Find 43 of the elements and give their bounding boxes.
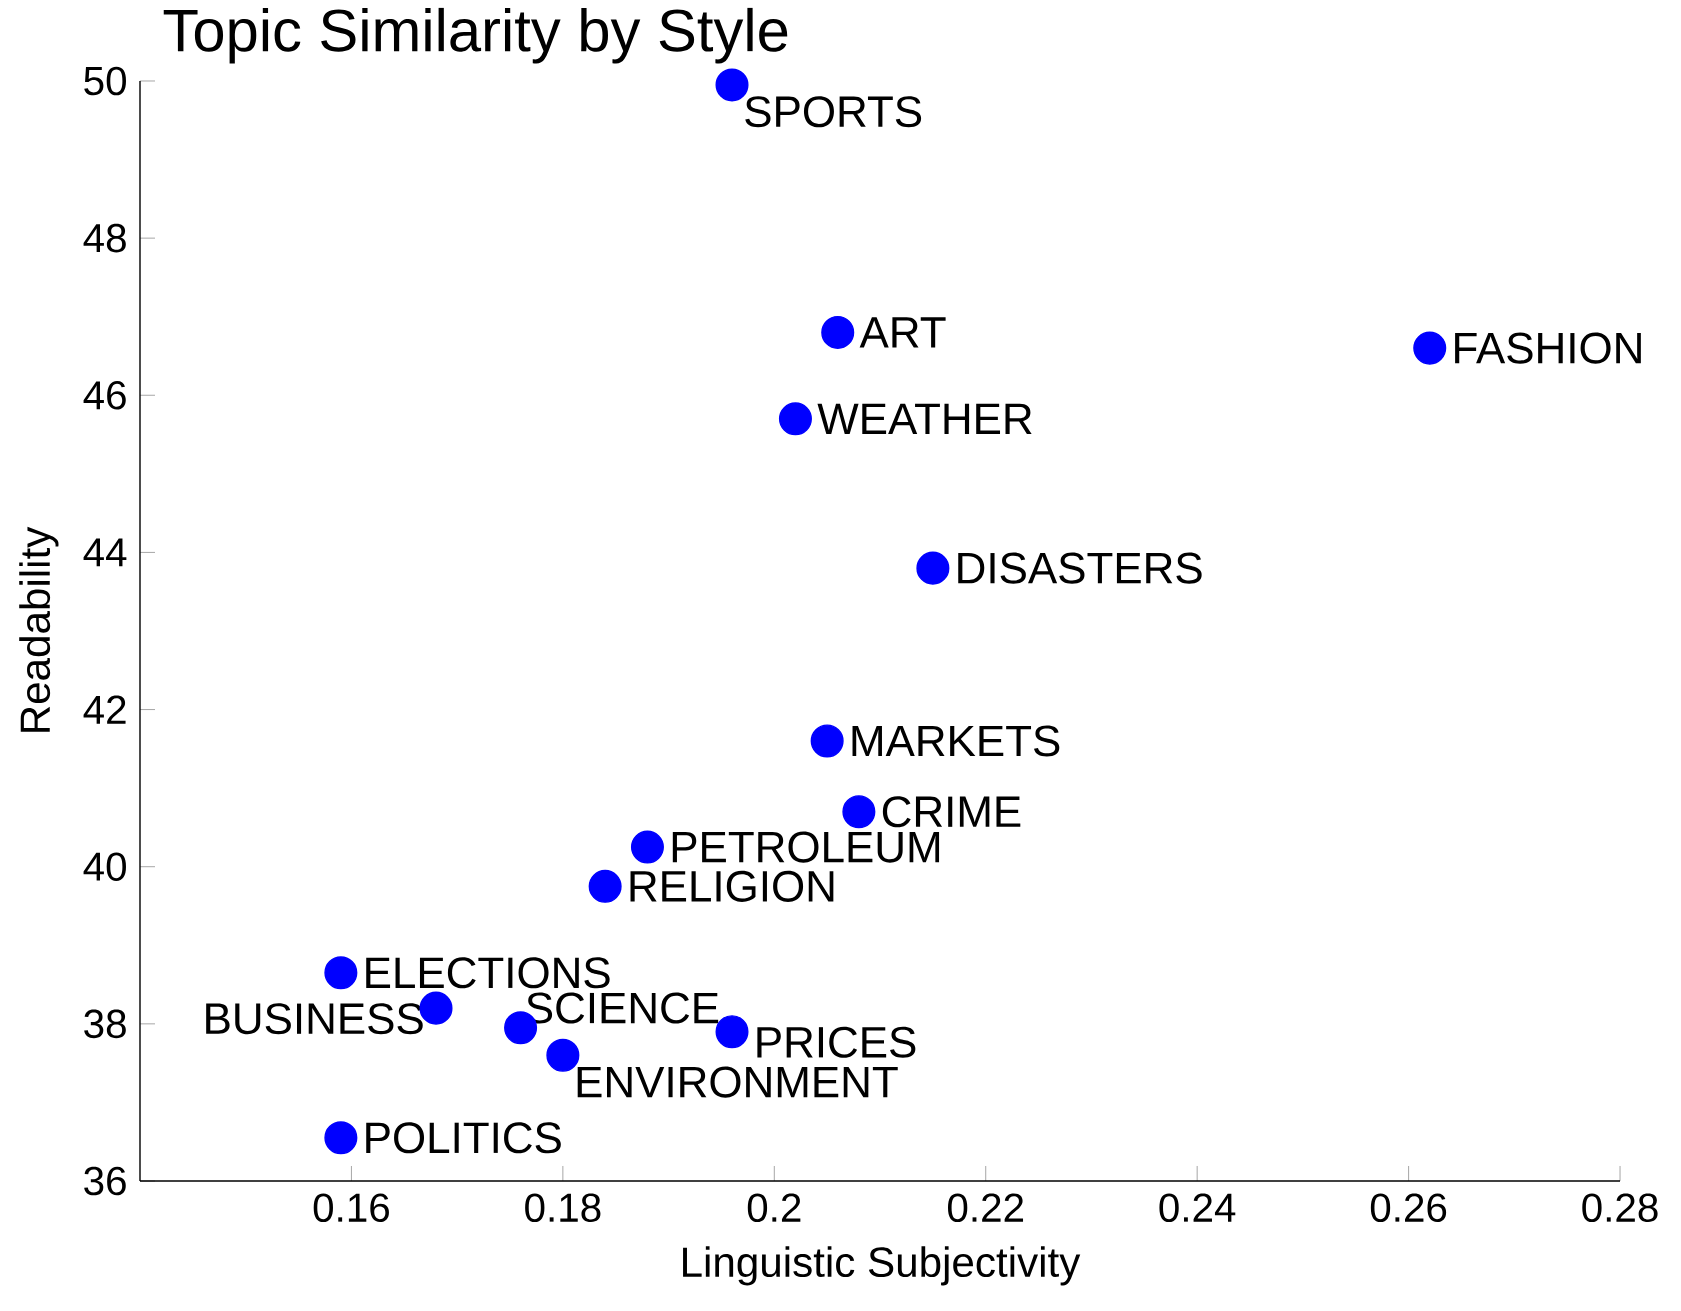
y-tick-label: 50 (84, 66, 126, 96)
x-tick-label: 0.16 (313, 1193, 389, 1223)
annotation: PETROLEUM (672, 831, 940, 863)
annotation: MARKETS (852, 725, 1060, 757)
annotation: ENVIRONMENT (577, 1066, 898, 1098)
point (778, 402, 812, 436)
point (324, 956, 358, 990)
y-tick-label: 42 (83, 695, 126, 724)
y-tick-label: 40 (83, 852, 126, 882)
chart-title: Topic Similarity by Style (163, 7, 788, 64)
annotation: BUSINESS (206, 1003, 423, 1035)
y-tick-label: 48 (83, 223, 126, 253)
point (1413, 331, 1447, 365)
point (324, 1121, 358, 1155)
x-tick-label: 0.2 (747, 1193, 801, 1223)
annotation: ELECTIONS (366, 957, 610, 989)
annotation: FASHION (1455, 332, 1641, 364)
x-tick-label: 0.22 (948, 1193, 1024, 1223)
annotation: ART (859, 317, 946, 348)
x-tick-label: 0.18 (525, 1193, 601, 1223)
y-tick-label: 36 (84, 1166, 126, 1196)
x-tick-label: 0.24 (1159, 1193, 1236, 1223)
annotation: RELIGION (630, 870, 834, 902)
annotation: SCIENCE (526, 992, 719, 1024)
y-tick-label: 38 (84, 1009, 126, 1039)
point (821, 315, 855, 349)
point (630, 830, 664, 864)
y-axis-title: Readability (19, 526, 59, 732)
annotation: PRICES (757, 1026, 916, 1058)
annotation: WEATHER (817, 403, 1032, 434)
x-tick-label: 0.26 (1370, 1193, 1447, 1223)
point (810, 724, 844, 758)
x-tick-label: 0.28 (1582, 1193, 1658, 1223)
annotation: CRIME (882, 796, 1021, 828)
annotation: DISASTERS (958, 552, 1202, 584)
point (588, 869, 622, 903)
point (916, 551, 950, 585)
annotation: SPORTS (745, 96, 922, 128)
annotation: POLITICS (366, 1122, 561, 1154)
y-tick-label: 46 (83, 380, 126, 410)
point (842, 795, 876, 829)
x-axis-title: Linguistic Subjectivity (683, 1246, 1081, 1286)
y-tick-label: 44 (83, 538, 127, 567)
